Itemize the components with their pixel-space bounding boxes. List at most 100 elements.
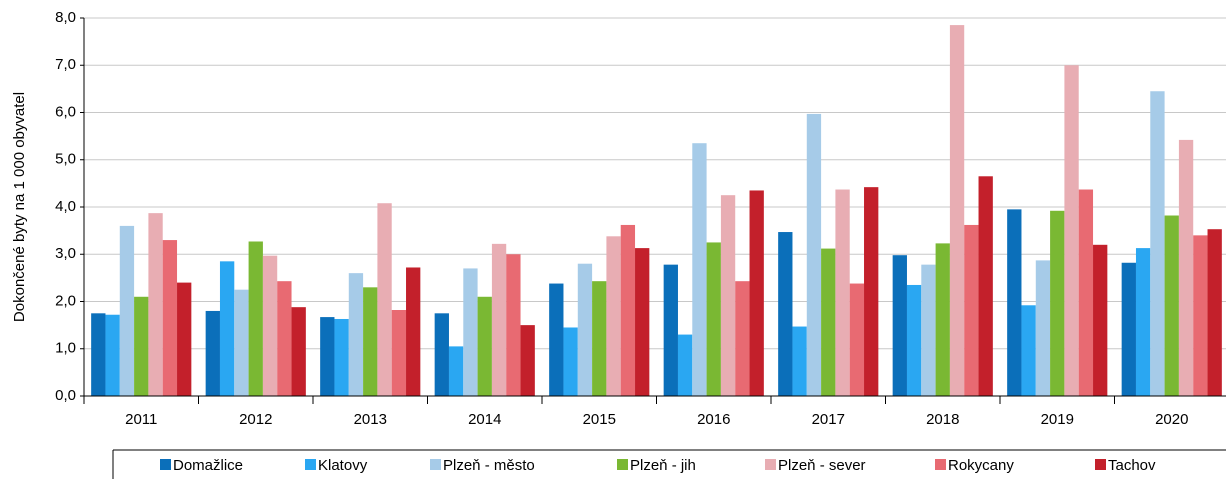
legend-swatch [160, 459, 171, 470]
bar [663, 264, 678, 396]
bar [105, 314, 120, 396]
y-tick-label: 6,0 [55, 103, 76, 120]
bar [1121, 262, 1136, 396]
y-tick-label: 5,0 [55, 151, 76, 168]
legend-label: Tachov [1108, 457, 1156, 474]
bar [162, 240, 178, 396]
bar [835, 189, 850, 396]
bar [1150, 91, 1165, 397]
legend-swatch [935, 459, 946, 470]
bar [1050, 210, 1065, 396]
bar [892, 255, 907, 396]
bar [448, 346, 464, 396]
bar [334, 318, 349, 396]
bar [620, 224, 636, 396]
legend-label: Plzeň - sever [778, 457, 866, 474]
bar [1021, 305, 1036, 396]
y-tick-label: 0,0 [55, 387, 76, 404]
y-axis-label: Dokončené byty na 1 000 obyvatel [11, 92, 28, 322]
legend-label: Plzeň - jih [630, 457, 696, 474]
legend-label: Domažlice [173, 457, 243, 474]
bar [749, 190, 764, 396]
bar [1135, 248, 1151, 396]
bar [506, 254, 521, 396]
y-tick-label: 2,0 [55, 292, 76, 309]
legend-label: Klatovy [318, 457, 368, 474]
bar [377, 203, 392, 396]
bar [491, 243, 507, 396]
bar [849, 283, 865, 396]
y-tick-label: 1,0 [55, 340, 76, 357]
bar [177, 282, 192, 396]
bar [778, 232, 793, 396]
bar [148, 213, 163, 396]
bar [692, 143, 707, 396]
y-tick-label: 8,0 [55, 9, 76, 26]
bar [406, 267, 421, 396]
bar [592, 281, 607, 396]
bar [434, 313, 449, 396]
bar [463, 268, 478, 396]
bar [635, 248, 650, 396]
bar [291, 307, 306, 396]
x-tick-label: 2017 [812, 411, 845, 428]
y-tick-label: 3,0 [55, 245, 76, 262]
bar [792, 326, 807, 396]
bar [563, 327, 578, 396]
bar [1178, 139, 1194, 396]
bar [964, 224, 979, 396]
bar [520, 325, 535, 396]
bar [134, 296, 149, 396]
bar [821, 248, 836, 396]
bar [577, 263, 593, 396]
x-tick-label: 2016 [697, 411, 730, 428]
bar [1064, 65, 1079, 396]
bar [320, 317, 335, 396]
legend-label: Rokycany [948, 457, 1014, 474]
bar [935, 243, 950, 396]
bar [706, 242, 721, 396]
y-tick-label: 7,0 [55, 56, 76, 73]
bar [1207, 229, 1222, 396]
bar [978, 176, 993, 396]
bar [234, 289, 249, 396]
bar [1078, 189, 1094, 396]
bar [735, 281, 750, 396]
y-tick-label: 4,0 [55, 198, 76, 215]
legend-swatch [765, 459, 776, 470]
bar [262, 255, 278, 396]
bar [277, 281, 292, 396]
legend-swatch [430, 459, 441, 470]
bar [348, 273, 364, 396]
x-tick-label: 2019 [1041, 411, 1074, 428]
x-tick-label: 2014 [468, 411, 501, 428]
legend-label: Plzeň - město [443, 457, 535, 474]
bar [677, 334, 693, 396]
legend-swatch [1095, 459, 1106, 470]
x-tick-label: 2018 [926, 411, 959, 428]
bar [477, 296, 492, 396]
bar [91, 313, 106, 396]
x-tick-label: 2015 [583, 411, 616, 428]
bar [549, 283, 564, 396]
x-tick-label: 2011 [125, 411, 157, 428]
bar [219, 261, 235, 396]
bar [1035, 260, 1051, 396]
x-tick-label: 2013 [354, 411, 387, 428]
bar [391, 310, 407, 396]
bar [248, 241, 263, 396]
bar [921, 264, 936, 396]
bar [806, 113, 822, 396]
bar [906, 284, 922, 396]
bar [205, 310, 220, 396]
legend-swatch [617, 459, 628, 470]
x-tick-label: 2020 [1155, 411, 1188, 428]
bar [864, 187, 879, 396]
bar [363, 287, 378, 396]
bar [1193, 235, 1208, 396]
bar [606, 236, 621, 396]
x-tick-label: 2012 [239, 411, 272, 428]
bar [1007, 209, 1022, 396]
bar [1164, 215, 1179, 396]
